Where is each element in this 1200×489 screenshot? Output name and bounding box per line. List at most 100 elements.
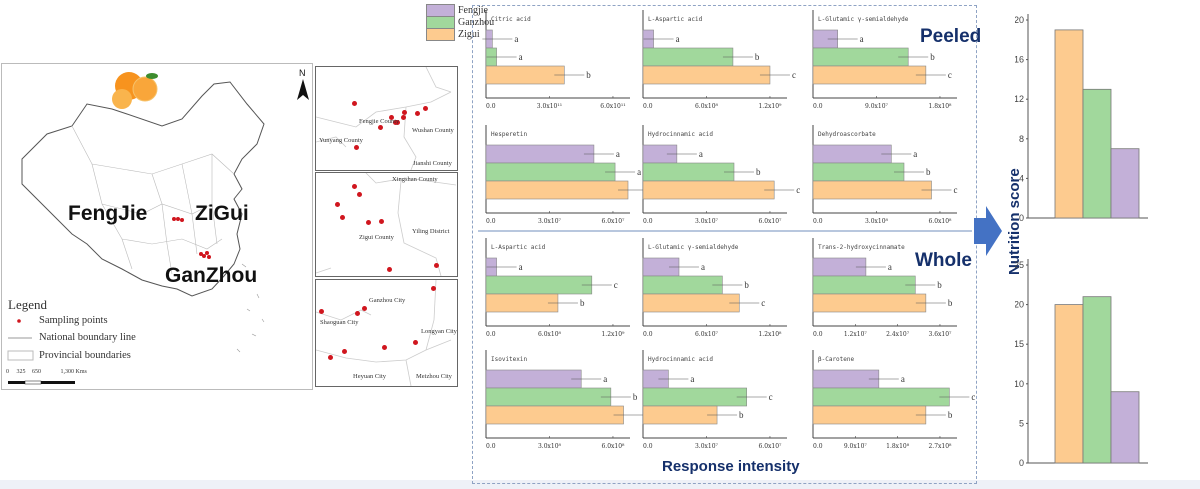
y-tick-label: 0	[1019, 213, 1024, 223]
bar-zigui	[642, 293, 740, 313]
bar-ganzhou	[485, 162, 616, 182]
sampling-point	[382, 345, 387, 350]
bar-subchart-peeled-3: L-Glutamic γ-semialdehyde a b c 0.0 9.0x10⁷ 1.…	[810, 10, 970, 125]
score-bar-ganzhou	[1082, 88, 1112, 219]
significance-letter: c	[953, 185, 957, 195]
sampling-point	[378, 125, 383, 130]
x-tick-label: 0.0	[813, 218, 823, 225]
x-tick-label: 9.0x10⁷	[865, 103, 889, 110]
subchart-title: L-Aspartic acid	[648, 16, 703, 23]
x-tick-label: 3.0x10⁸	[538, 443, 562, 450]
bar-subchart-svg: Hydrocinnamic acid a b c 0.0 3.0x10⁷ 6.0x10⁷	[642, 125, 800, 225]
bar-zigui	[485, 65, 565, 85]
significance-letter: a	[616, 149, 620, 159]
sampling-point	[354, 145, 359, 150]
x-tick-label: 0.0	[813, 443, 823, 450]
y-tick-label: 12	[1015, 94, 1024, 104]
bar-subchart-peeled-6: Dehydroascorbate a b c 0.0 3.0x10⁸ 6.0x10⁸	[810, 125, 970, 240]
x-tick-label: 6.0x10⁸	[695, 103, 719, 110]
x-tick-label: 0.0	[643, 218, 653, 225]
series-legend: Fengjie Ganzhou Zigui	[426, 3, 494, 41]
x-tick-label: 1.8x10⁸	[886, 443, 910, 450]
y-tick-label: 25	[1015, 260, 1024, 270]
subchart-title: Hydrocinnamic acid	[648, 131, 713, 138]
bar-subchart-peeled-5: Hydrocinnamic acid a b c 0.0 3.0x10⁷ 6.0x10⁷	[640, 125, 800, 240]
y-tick-label: 5	[1019, 418, 1024, 428]
scale-tick: 325	[16, 369, 26, 375]
significance-letter: b	[586, 70, 591, 80]
scale-unit: Kms	[75, 369, 87, 375]
bar-subchart-peeled-1: Citric acid a a b 0.0 3.0x10¹¹ 6.0x10¹¹	[482, 10, 643, 125]
significance-letter: c	[796, 185, 800, 195]
inset-label: Ganzhou City	[369, 297, 406, 304]
north-label: N	[299, 68, 306, 78]
x-tick-label: 6.0x10⁷	[758, 218, 782, 225]
legend-label: Zigui	[458, 28, 480, 40]
sampling-point	[342, 349, 347, 354]
bar-subchart-svg: Dehydroascorbate ab c 0.0 3.0x10⁸ 6.0x10⁸	[812, 125, 957, 225]
bar-zigui	[642, 180, 775, 200]
score-bar-zigui	[1054, 304, 1084, 464]
arrow-right-icon	[974, 206, 1002, 256]
bar-subchart-whole-1: L-Aspartic acid a c b 0.0 6.0x10⁸ 1.2x10⁹	[483, 238, 643, 353]
x-tick-label: 3.0x10⁷	[538, 218, 562, 225]
x-tick-label: 0.0	[643, 443, 653, 450]
significance-letter: b	[744, 280, 749, 290]
bar-subchart-svg: Hydrocinnamic acid a c b 0.0 3.0x10⁷ 6.0x10⁷	[642, 350, 787, 450]
inset-label: Xingshan County	[392, 176, 438, 183]
bar-ganzhou	[485, 275, 593, 295]
bar-subchart-whole-2: L-Glutamic γ-semialdehyde a b c 0.0 6.0x10⁷ 1.…	[640, 238, 800, 353]
significance-letter: a	[901, 374, 905, 384]
bar-subchart-peeled-2: L-Aspartic acid a b c 0.0 6.0x10⁸ 1.2x10⁹	[640, 10, 800, 125]
y-tick-label: 16	[1015, 55, 1024, 65]
city-label-zigui: ZiGui	[195, 202, 249, 225]
inset-label: Fengjie County	[359, 118, 400, 125]
bar-zigui	[485, 405, 624, 425]
map-legend-title: Legend	[8, 297, 47, 312]
inset-label: Zigui County	[359, 234, 394, 241]
x-tick-label: 0.0	[643, 331, 653, 338]
bar-zigui	[642, 65, 771, 85]
legend-item-zigui: Zigui	[426, 27, 494, 41]
x-tick-label: 1.2x10⁹	[601, 331, 625, 338]
bar-ganzhou	[812, 162, 905, 182]
subchart-title: Dehydroascorbate	[818, 131, 876, 138]
sampling-point	[335, 202, 340, 207]
bar-zigui	[485, 180, 629, 200]
sampling-point	[355, 311, 360, 316]
inset-label: Longyan City	[421, 328, 457, 335]
x-tick-label: 3.0x10⁷	[695, 218, 719, 225]
significance-letter: b	[633, 392, 638, 402]
bar-zigui	[812, 405, 927, 425]
inset-label: Wushan County	[412, 127, 454, 134]
sampling-point	[415, 111, 420, 116]
bar-subchart-svg: L-Aspartic acid a c b 0.0 6.0x10⁸ 1.2x10⁹	[485, 238, 630, 338]
inset-map-fengjie: Fengjie County Wushan County Yunyang Cou…	[315, 66, 458, 171]
y-tick-label: 0	[1019, 458, 1024, 468]
nutrition-score-chart-peeled: 0 4 8 12 16 20	[1014, 10, 1195, 235]
y-tick-label: 8	[1019, 134, 1024, 144]
significance-letter: b	[948, 410, 953, 420]
bar-subchart-svg: β-Carotene a c b 0.0 9.0x10⁷ 1.8x10⁸ 2.7x10⁸	[812, 350, 975, 450]
inset-map-ganzhou: Ganzhou City Shaoguan City Longyan City …	[315, 279, 458, 387]
y-tick-label: 4	[1019, 173, 1024, 183]
sampling-point	[402, 110, 407, 115]
x-tick-label: 0.0	[486, 103, 496, 110]
x-tick-label: 6.0x10⁷	[601, 218, 625, 225]
bar-ganzhou	[642, 162, 735, 182]
x-tick-label: 2.7x10⁸	[928, 443, 952, 450]
bar-ganzhou	[812, 47, 909, 67]
sampling-point	[401, 115, 406, 120]
x-tick-label: 1.2x10⁷	[844, 331, 868, 338]
bar-subchart-svg: L-Glutamic γ-semialdehyde a b c 0.0 6.0x10⁷ 1.…	[642, 238, 787, 338]
bar-ganzhou	[812, 387, 950, 407]
significance-letter: b	[930, 52, 935, 62]
legend-provincial-boundaries: Provincial boundaries	[39, 350, 131, 361]
bar-ganzhou	[812, 275, 916, 295]
nutrition-score-chart-whole: 0 5 10 15 20 25	[1014, 255, 1195, 480]
bar-zigui	[642, 405, 718, 425]
significance-letter: b	[580, 298, 585, 308]
